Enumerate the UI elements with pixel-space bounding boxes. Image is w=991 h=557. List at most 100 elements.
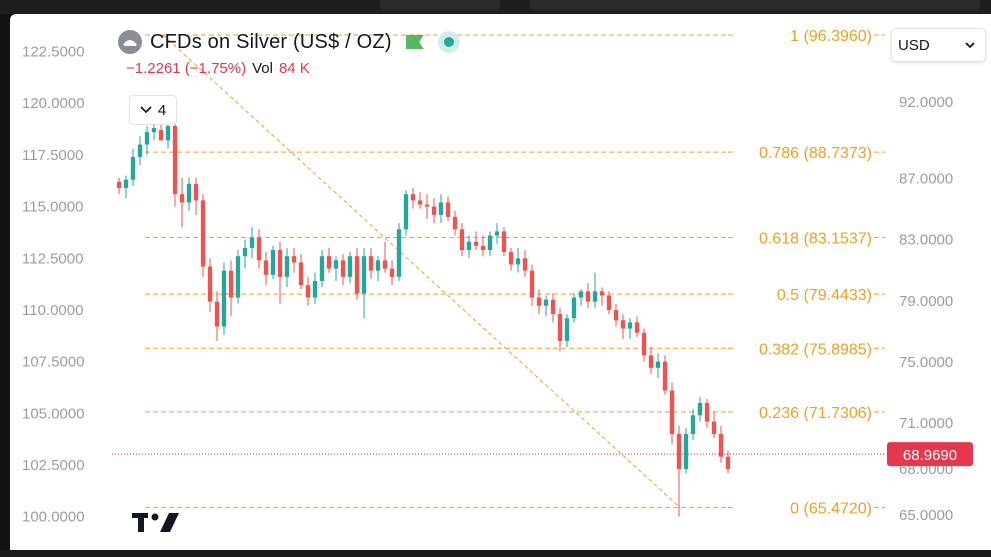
candle[interactable] [130,148,136,186]
fib-trend-line[interactable] [162,34,681,508]
currency-select[interactable]: USD [891,28,986,62]
candle[interactable] [396,223,402,281]
candle[interactable] [648,347,654,375]
candle[interactable] [466,235,472,259]
candle[interactable] [249,227,255,259]
right-price-axis: 92.0000 87.0000 83.0000 79.0000 75.0000 71.00… [899,94,953,524]
candle[interactable] [718,425,724,463]
candle[interactable] [690,409,696,441]
candle[interactable] [291,247,297,273]
candle[interactable] [319,249,325,288]
candle[interactable] [704,398,710,428]
candle[interactable] [298,254,304,290]
candle[interactable] [116,177,122,195]
candle[interactable] [165,123,171,149]
candle[interactable] [410,187,416,209]
candle[interactable] [137,136,143,166]
market-status-icon[interactable] [437,31,460,53]
candle[interactable] [655,353,661,379]
candle[interactable] [662,355,668,395]
candle[interactable] [172,115,178,207]
candle[interactable] [543,295,549,317]
fib-level-label: 0.786 (88.7373) [759,145,872,162]
candle[interactable] [445,196,451,222]
candle[interactable] [151,123,157,141]
candle[interactable] [508,247,514,271]
candle[interactable] [242,239,248,269]
candle[interactable] [438,194,444,224]
candle[interactable] [333,256,339,281]
candle[interactable] [676,425,682,517]
candle[interactable] [375,256,381,281]
candle[interactable] [564,314,570,348]
candle[interactable] [235,249,241,304]
candle[interactable] [270,245,276,279]
candle[interactable] [515,247,521,273]
candle[interactable] [193,177,199,215]
right-axis-tick-label: 92.0000 [899,94,953,111]
indicators-collapse-button[interactable]: 4 [129,95,177,125]
candle[interactable] [123,175,129,199]
candle[interactable] [312,272,318,304]
candle[interactable] [536,289,542,315]
candle-body [585,291,591,302]
candle[interactable] [382,241,388,273]
candle[interactable] [277,241,283,304]
candle[interactable] [683,427,689,474]
candle-body [515,258,521,265]
tradingview-logo[interactable] [132,511,180,538]
candle[interactable] [501,227,507,257]
candle[interactable] [200,194,206,277]
candle[interactable] [613,303,619,327]
candle[interactable] [557,307,563,352]
candle[interactable] [347,252,353,284]
candle[interactable] [494,223,500,244]
candle[interactable] [389,260,395,286]
candle[interactable] [585,283,591,308]
candle[interactable] [592,272,598,308]
candle[interactable] [326,247,332,273]
candle[interactable] [284,247,290,288]
candle[interactable] [571,293,577,323]
candle[interactable] [228,260,234,317]
candle[interactable] [403,190,409,236]
candle[interactable] [221,262,227,335]
candle[interactable] [522,249,528,277]
candle-body [690,415,696,434]
candle[interactable] [144,125,150,155]
candle[interactable] [480,235,486,257]
candle[interactable] [417,192,423,209]
candle[interactable] [207,258,213,313]
candle[interactable] [669,382,675,445]
candle[interactable] [620,314,626,339]
symbol-title[interactable]: CFDs on Silver (US$ / OZ) [150,30,392,53]
candle[interactable] [641,328,647,362]
candle[interactable] [431,198,437,224]
flag-icon[interactable] [405,35,424,49]
candle[interactable] [452,210,458,236]
candle[interactable] [606,291,612,315]
candle[interactable] [627,318,633,339]
candle[interactable] [305,276,311,306]
candle[interactable] [214,291,220,341]
candle[interactable] [263,252,269,286]
candle[interactable] [697,396,703,422]
candle[interactable] [473,231,479,250]
candle[interactable] [361,247,367,319]
candle[interactable] [578,289,584,306]
candle[interactable] [599,287,605,306]
candle[interactable] [550,293,556,323]
candle[interactable] [459,223,465,257]
candle[interactable] [711,411,717,439]
candle[interactable] [186,177,192,211]
candle[interactable] [634,316,640,337]
candle[interactable] [529,264,535,306]
candle[interactable] [340,254,346,286]
candle[interactable] [487,231,493,257]
candle[interactable] [256,229,262,269]
candle[interactable] [354,247,360,300]
candle[interactable] [424,194,430,219]
candle[interactable] [368,247,374,279]
candle[interactable] [179,177,185,228]
